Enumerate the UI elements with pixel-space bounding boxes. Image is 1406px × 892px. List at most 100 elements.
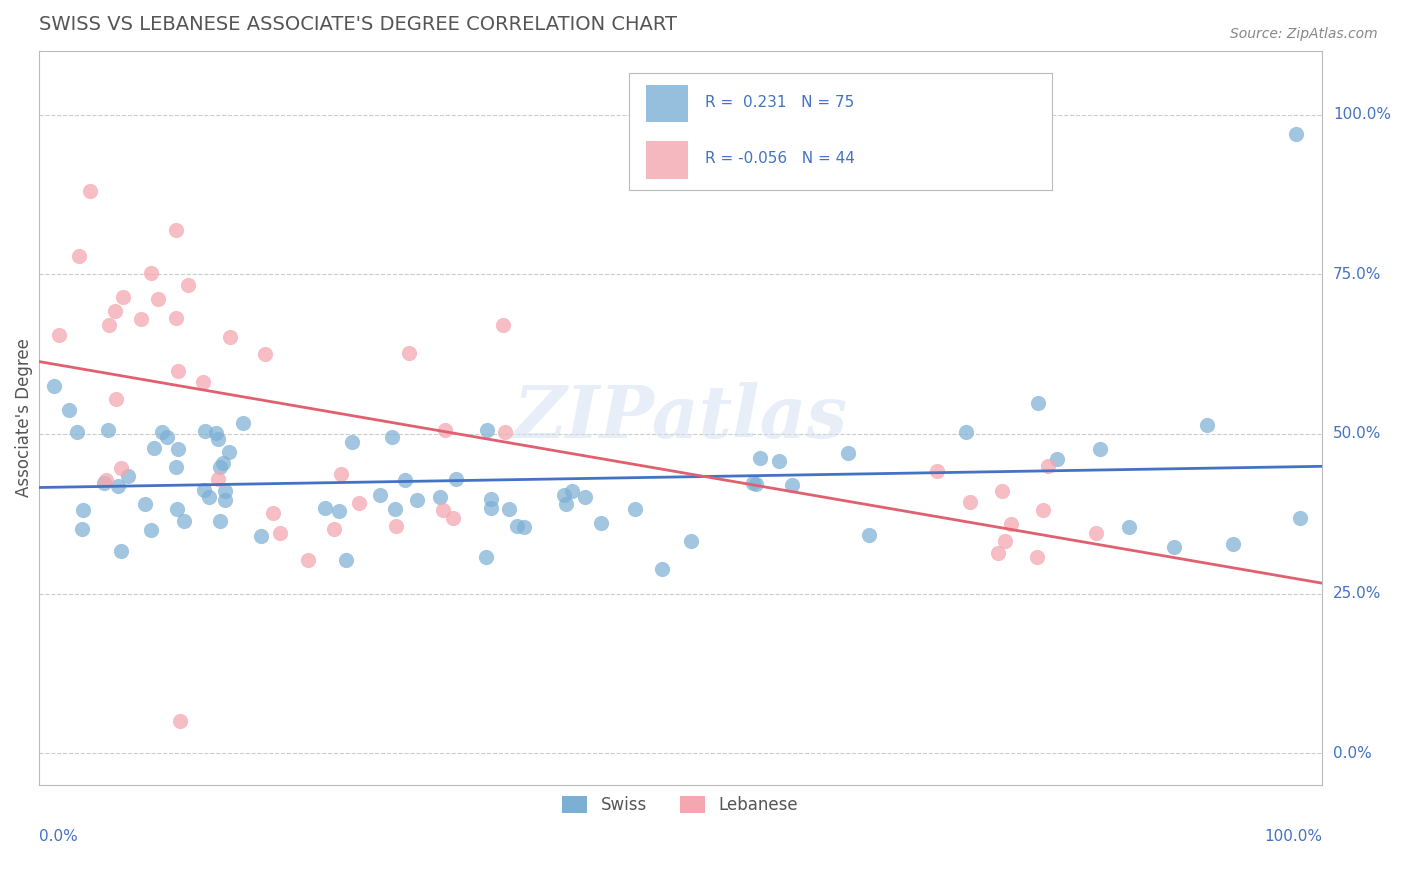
Point xyxy=(994,534,1017,549)
Point xyxy=(218,445,240,459)
Point xyxy=(384,519,406,533)
Point xyxy=(79,184,101,198)
Point xyxy=(494,425,516,439)
Point xyxy=(1163,540,1185,554)
Point xyxy=(1000,517,1022,532)
Point xyxy=(70,522,93,536)
Point xyxy=(475,423,498,437)
Point xyxy=(394,474,416,488)
Point xyxy=(330,467,353,482)
Point xyxy=(97,423,120,437)
Point xyxy=(347,496,370,510)
Point xyxy=(991,483,1014,498)
Point xyxy=(110,544,132,558)
Point xyxy=(555,497,578,511)
Point xyxy=(624,502,647,516)
Text: SWISS VS LEBANESE ASSOCIATE'S DEGREE CORRELATION CHART: SWISS VS LEBANESE ASSOCIATE'S DEGREE COR… xyxy=(38,15,676,34)
Point xyxy=(553,488,575,502)
Point xyxy=(297,552,319,566)
Point xyxy=(381,430,404,444)
Point xyxy=(1289,511,1312,525)
Point xyxy=(479,491,502,506)
Point xyxy=(1038,458,1060,473)
Point xyxy=(1032,503,1054,517)
Point xyxy=(165,223,187,237)
Point xyxy=(139,266,162,280)
Text: 75.0%: 75.0% xyxy=(1333,267,1381,282)
Point xyxy=(104,304,127,318)
Point xyxy=(987,546,1010,560)
Point xyxy=(1085,526,1108,541)
Point xyxy=(219,330,242,344)
Point xyxy=(1026,549,1049,564)
Point xyxy=(1090,442,1112,457)
Point xyxy=(214,484,236,499)
Point xyxy=(156,430,179,444)
Legend: Swiss, Lebanese: Swiss, Lebanese xyxy=(555,789,804,821)
Point xyxy=(262,506,284,520)
Text: 100.0%: 100.0% xyxy=(1333,107,1391,122)
Y-axis label: Associate's Degree: Associate's Degree xyxy=(15,338,32,498)
Point xyxy=(208,459,231,474)
Point xyxy=(589,516,612,531)
Point xyxy=(1046,452,1069,467)
Point xyxy=(1222,537,1244,551)
Point xyxy=(72,503,94,517)
Text: 50.0%: 50.0% xyxy=(1333,426,1381,442)
Point xyxy=(110,461,132,475)
Point xyxy=(429,491,451,505)
Point xyxy=(441,510,464,524)
Point xyxy=(48,327,70,342)
Point xyxy=(232,417,254,431)
Point xyxy=(165,459,187,474)
Point xyxy=(44,379,66,393)
Point xyxy=(194,424,217,438)
Point xyxy=(117,468,139,483)
Point xyxy=(1118,520,1140,534)
Point xyxy=(745,476,768,491)
Point xyxy=(1197,418,1219,433)
Point xyxy=(104,392,127,407)
Point xyxy=(479,501,502,516)
Text: ZIPatlas: ZIPatlas xyxy=(513,383,848,453)
Point xyxy=(94,473,117,487)
Point xyxy=(858,527,880,541)
Point xyxy=(513,519,536,533)
Point xyxy=(129,312,152,326)
Point xyxy=(780,477,803,491)
Point xyxy=(955,425,977,440)
Point xyxy=(207,432,229,446)
Point xyxy=(370,488,392,502)
Point xyxy=(384,502,406,516)
Point xyxy=(498,502,520,516)
Point xyxy=(742,475,765,490)
Point xyxy=(193,483,215,498)
Point xyxy=(1285,127,1308,141)
Point xyxy=(209,514,232,528)
Point xyxy=(432,502,454,516)
Point xyxy=(405,493,427,508)
Point xyxy=(111,290,134,304)
Point xyxy=(475,549,498,564)
Text: 25.0%: 25.0% xyxy=(1333,586,1381,601)
Text: 0.0%: 0.0% xyxy=(38,829,77,844)
Point xyxy=(837,446,859,460)
Point xyxy=(141,523,163,537)
Point xyxy=(651,561,673,575)
Point xyxy=(1026,396,1049,410)
Point xyxy=(250,529,273,543)
Point xyxy=(749,451,772,466)
Point xyxy=(433,423,456,437)
Point xyxy=(173,514,195,528)
Point xyxy=(269,525,291,540)
Point xyxy=(768,453,790,467)
Point xyxy=(335,553,357,567)
Point xyxy=(314,500,336,515)
Point xyxy=(323,522,346,536)
Text: 100.0%: 100.0% xyxy=(1264,829,1322,844)
Point xyxy=(505,518,527,533)
Point xyxy=(340,434,363,449)
Point xyxy=(398,346,420,360)
Point xyxy=(328,504,350,518)
Point xyxy=(107,479,129,493)
